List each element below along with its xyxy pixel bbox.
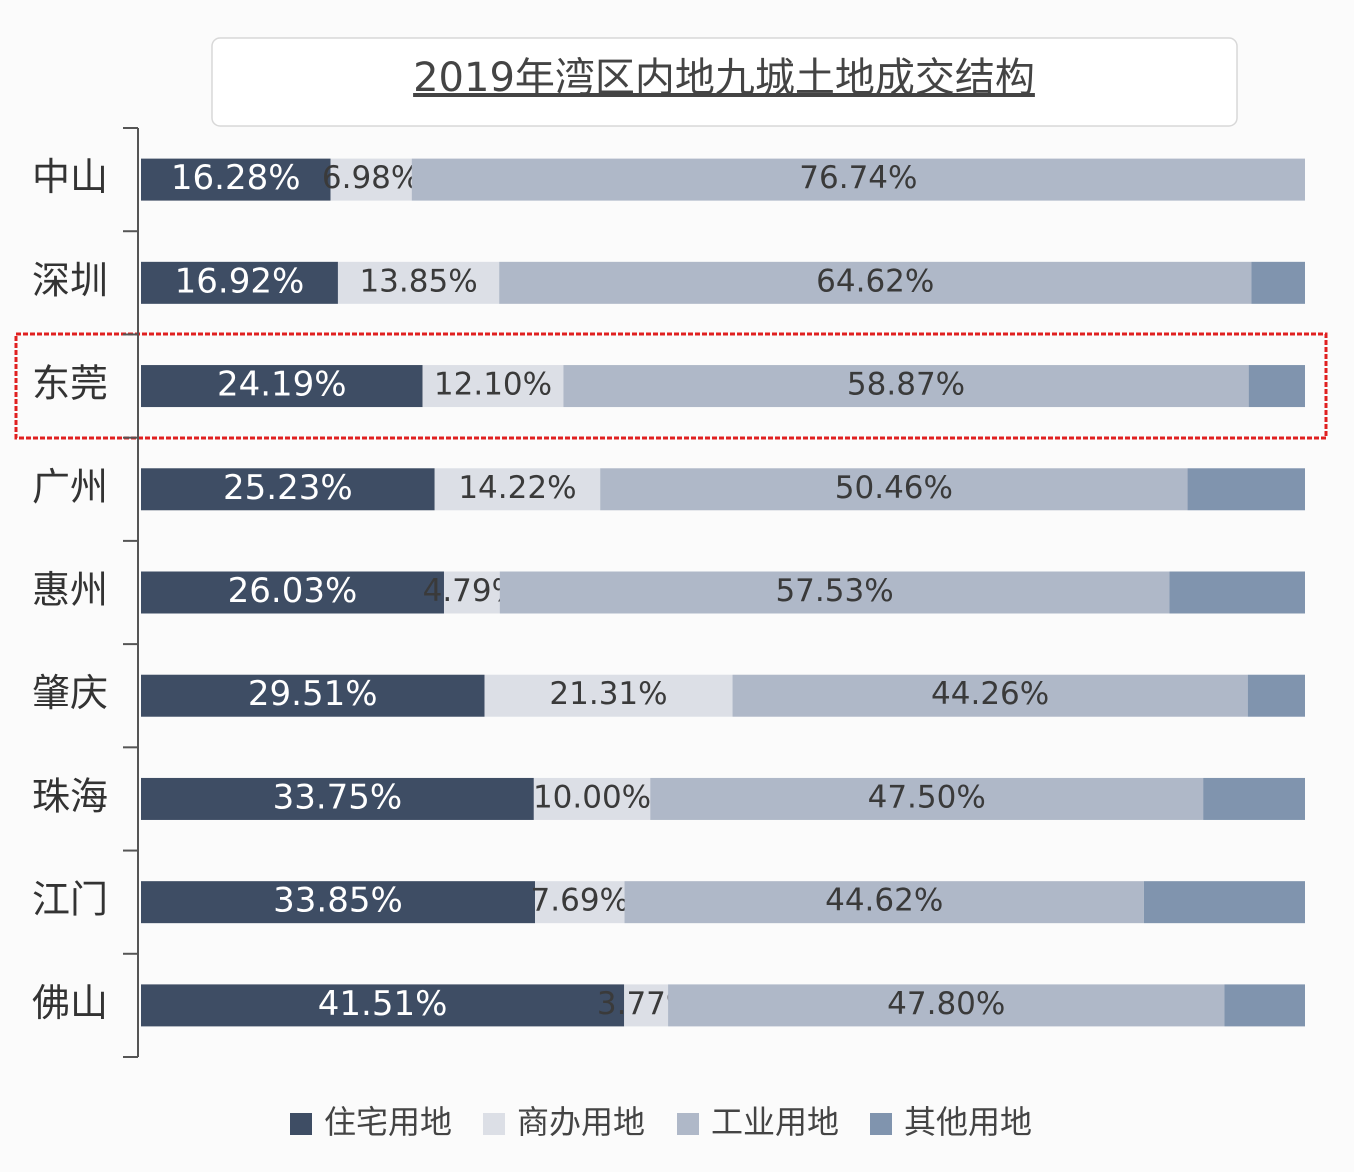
bar-segment [141, 468, 435, 511]
value-label: 41.51% [318, 984, 448, 1024]
bar-segment [533, 777, 651, 820]
legend-swatch [677, 1113, 699, 1135]
bar-segment [484, 674, 733, 717]
value-label: 24.19% [217, 365, 347, 405]
y-tick-label: 广州 [32, 465, 108, 509]
bar-segment [141, 881, 536, 924]
bar-segment [563, 365, 1249, 408]
bar-segment [1224, 984, 1305, 1027]
y-tick-label: 肇庆 [32, 671, 108, 715]
bar-segment [422, 365, 564, 408]
bar-segment [624, 984, 669, 1027]
legend-label: 其他用地 [904, 1103, 1032, 1141]
value-label: 33.85% [273, 881, 403, 921]
y-tick-label: 深圳 [32, 258, 108, 302]
value-label: 44.26% [931, 676, 1049, 712]
bar-segment [1169, 571, 1305, 614]
value-label: 14.22% [458, 470, 576, 506]
value-label: 7.69% [531, 883, 629, 919]
bar-segment [141, 984, 625, 1027]
bar-segment [337, 261, 500, 304]
bar-segment [1248, 365, 1305, 408]
y-tick-label: 东莞 [32, 362, 108, 406]
legend-swatch [483, 1113, 505, 1135]
title-box [211, 37, 1238, 127]
y-tick-label: 佛山 [32, 981, 108, 1025]
value-label: 47.50% [868, 779, 986, 815]
value-label: 16.28% [171, 158, 301, 198]
value-label: 57.53% [775, 573, 893, 609]
y-tick-label: 中山 [32, 155, 108, 199]
value-label: 29.51% [248, 674, 378, 714]
value-label: 33.75% [273, 777, 403, 817]
value-label: 64.62% [816, 263, 934, 299]
value-label: 12.10% [434, 367, 552, 403]
highlight-box [14, 332, 1328, 440]
bar-segment [600, 468, 1188, 511]
bar-segment [141, 777, 534, 820]
value-label: 6.98% [322, 160, 420, 196]
value-label: 47.80% [887, 986, 1005, 1022]
value-label: 10.00% [533, 779, 651, 815]
legend-swatch [290, 1113, 312, 1135]
chart-title: 2019年湾区内地九城土地成交结构 [413, 55, 1035, 101]
value-label: 25.23% [223, 468, 353, 508]
bar-segment [650, 777, 1204, 820]
value-label: 44.62% [825, 883, 943, 919]
value-label: 13.85% [359, 263, 477, 299]
bar-segment [499, 261, 1252, 304]
y-tick-label: 江门 [32, 878, 108, 922]
legend-label: 住宅用地 [324, 1103, 452, 1141]
bar-segment [624, 881, 1144, 924]
value-label: 50.46% [835, 470, 953, 506]
value-label: 16.92% [175, 261, 305, 301]
value-label: 26.03% [228, 571, 358, 611]
bar-segment [1247, 674, 1305, 717]
bar-segment [411, 158, 1305, 201]
value-label: 58.87% [847, 367, 965, 403]
bar-segment [141, 674, 485, 717]
legend-label: 商办用地 [517, 1103, 645, 1141]
bar-segment [732, 674, 1248, 717]
bar-segment [443, 571, 500, 614]
bar-segment [499, 571, 1170, 614]
y-tick-label: 珠海 [32, 774, 108, 818]
bar-segment [141, 571, 444, 614]
bar-segment [141, 158, 331, 201]
bar-segment [668, 984, 1225, 1027]
value-label: 76.74% [799, 160, 917, 196]
bar-segment [1203, 777, 1305, 820]
value-label: 21.31% [549, 676, 667, 712]
bar-segment [535, 881, 625, 924]
bar-segment [1143, 881, 1305, 924]
bar-segment [434, 468, 601, 511]
legend-swatch [870, 1113, 892, 1135]
bar-segment [141, 261, 338, 304]
legend-label: 工业用地 [711, 1103, 839, 1141]
bar-segment [330, 158, 412, 201]
bar-segment [141, 365, 423, 408]
y-tick-label: 惠州 [32, 568, 108, 612]
bar-segment [1187, 468, 1305, 511]
bar-segment [1251, 261, 1305, 304]
